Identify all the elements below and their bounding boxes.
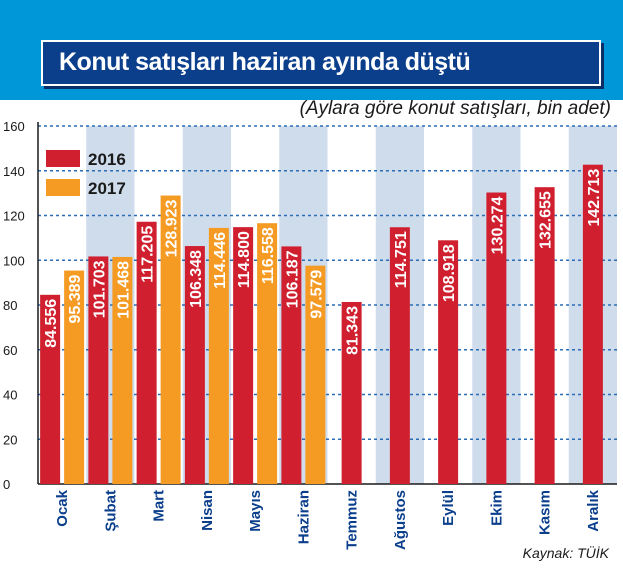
y-tick-label: 80 xyxy=(3,298,17,313)
x-tick-label: Şubat xyxy=(102,490,119,532)
bar-2016-6 xyxy=(341,301,362,484)
bar-2016-5 xyxy=(281,246,302,484)
legend-label-2016: 2016 xyxy=(88,150,126,169)
y-tick-label: 120 xyxy=(3,209,25,224)
bar-value-label: 132.655 xyxy=(538,191,555,249)
x-tick-label: Aralık xyxy=(585,489,602,531)
bar-value-label: 84.556 xyxy=(43,299,60,348)
bar-2016-3 xyxy=(184,246,205,484)
bar-value-label: 81.343 xyxy=(345,306,362,355)
x-tick-label: Ocak xyxy=(54,489,71,526)
y-tick-label: 160 xyxy=(3,119,25,134)
bar-value-label: 95.389 xyxy=(67,274,84,323)
bar-2016-0 xyxy=(40,294,61,484)
bar-value-label: 114.751 xyxy=(393,231,410,288)
x-tick-label: Eylül xyxy=(440,490,457,526)
bar-2016-7 xyxy=(389,227,410,485)
x-tick-label: Temmuz xyxy=(344,490,361,550)
y-tick-label: 60 xyxy=(3,343,17,358)
legend-label-2017: 2017 xyxy=(88,179,126,198)
x-tick-label: Kasım xyxy=(537,490,554,535)
bar-value-label: 130.274 xyxy=(489,196,506,254)
chart-title: Konut satışları haziran ayında düştü xyxy=(59,48,471,76)
bar-2016-10 xyxy=(534,187,555,484)
title-box: Konut satışları haziran ayında düştü xyxy=(41,40,601,86)
bar-value-label: 117.205 xyxy=(140,226,157,283)
x-tick-label: Mart xyxy=(151,490,168,522)
y-tick-label: 100 xyxy=(3,253,25,268)
bar-value-label: 114.800 xyxy=(236,231,253,288)
legend-swatch-2017 xyxy=(46,179,80,196)
x-tick-label: Haziran xyxy=(295,490,312,544)
bar-2017-1 xyxy=(112,256,133,484)
bar-value-label: 142.713 xyxy=(586,169,603,227)
x-tick-label: Ağustos xyxy=(392,490,409,550)
x-tick-label: Nisan xyxy=(199,490,216,531)
y-tick-label: 140 xyxy=(3,164,25,179)
bar-2016-1 xyxy=(88,256,109,484)
source-note: Kaynak: TÜİK xyxy=(522,545,609,561)
legend-swatch-2016 xyxy=(46,150,80,167)
bar-value-label: 106.348 xyxy=(188,250,205,308)
bar-value-label: 128.923 xyxy=(164,199,181,257)
bar-2016-9 xyxy=(486,192,507,484)
bar-value-label: 106.187 xyxy=(284,250,301,308)
bar-value-label: 101.468 xyxy=(115,261,132,319)
bar-2017-2 xyxy=(160,195,181,484)
y-tick-label: 40 xyxy=(3,388,17,403)
bar-2016-11 xyxy=(582,164,603,484)
bar-2017-3 xyxy=(208,227,229,485)
bar-value-label: 114.446 xyxy=(212,232,229,289)
bar-value-label: 108.918 xyxy=(441,244,458,302)
y-tick-label: 0 xyxy=(3,477,10,492)
bar-2017-0 xyxy=(64,270,85,484)
bar-2016-4 xyxy=(233,227,254,484)
bar-value-label: 101.703 xyxy=(91,260,108,318)
bar-2017-4 xyxy=(257,223,278,484)
bar-value-label: 97.579 xyxy=(308,270,325,319)
x-tick-label: Ekim xyxy=(488,490,505,526)
chart-subtitle: (Aylara göre konut satışları, bin adet) xyxy=(299,98,611,119)
bar-value-label: 116.558 xyxy=(260,227,277,284)
bar-2017-5 xyxy=(305,265,326,484)
bar-2016-2 xyxy=(136,221,157,484)
y-tick-label: 20 xyxy=(3,432,17,447)
bar-2016-8 xyxy=(438,240,459,484)
x-tick-label: Mayıs xyxy=(247,490,264,532)
